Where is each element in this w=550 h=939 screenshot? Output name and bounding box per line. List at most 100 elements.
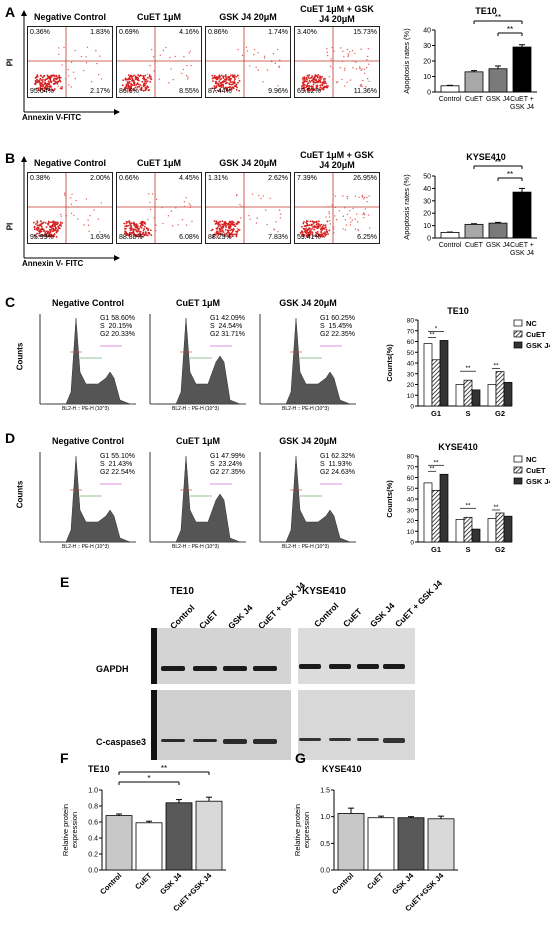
event-dot [70, 197, 72, 199]
event-dot [278, 66, 280, 69]
event-dot [316, 233, 319, 235]
event-dot [132, 222, 135, 225]
event-dot [60, 221, 63, 224]
event-dot [218, 221, 220, 224]
event-dot [308, 235, 310, 237]
panel-a-ylabel: PI [5, 58, 15, 67]
category-label: G1 [431, 409, 441, 418]
event-dot [222, 75, 225, 78]
event-dot [152, 56, 155, 58]
flow-plot-title: CuET 1μM [136, 12, 181, 22]
event-dot [315, 86, 318, 89]
event-dot [57, 85, 59, 87]
event-dot [135, 226, 138, 229]
event-dot [308, 227, 311, 230]
event-dot [42, 228, 45, 231]
event-dot [183, 201, 186, 203]
event-dot [222, 81, 225, 83]
event-dot [366, 58, 368, 61]
event-dot [49, 233, 52, 236]
event-dot [147, 231, 150, 234]
event-dot [147, 86, 150, 89]
histogram-svg [39, 314, 136, 405]
quadrant-percent-ul: 0.36% [30, 29, 50, 36]
hist-xlabel: BL2-H :: PE-H (10^3) [282, 544, 330, 550]
event-dot [235, 230, 237, 233]
y-tick-label: 0.6 [88, 820, 98, 827]
event-dot [256, 217, 258, 219]
event-dot [135, 76, 138, 79]
y-tick-label: 80 [407, 318, 415, 325]
flow-scatter [206, 27, 290, 97]
event-dot [143, 233, 146, 236]
flow-scatter [28, 27, 112, 97]
event-dot [303, 86, 305, 88]
event-dot [70, 86, 72, 88]
y-tick-label: 0 [410, 404, 414, 411]
bar [427, 818, 455, 871]
event-dot [316, 87, 319, 90]
event-dot [312, 86, 314, 88]
event-dot [148, 74, 151, 76]
event-dot [343, 69, 346, 71]
quadrant-percent-ul: 0.38% [30, 175, 50, 182]
phase-percent-g2: G2 24.63% [319, 469, 355, 476]
phase-percent-s: S 24.54% [209, 323, 243, 330]
event-dot [300, 225, 303, 228]
event-dot [217, 225, 220, 228]
phase-percent-g2: G2 20.33% [99, 331, 135, 338]
event-dot [53, 79, 55, 82]
event-dot [55, 229, 58, 232]
bar [471, 528, 481, 543]
event-dot [351, 50, 354, 52]
y-axis-label: Relative proteinexpression [61, 804, 79, 856]
event-dot [352, 60, 354, 62]
event-dot [312, 226, 314, 229]
event-dot [342, 215, 345, 217]
event-dot [134, 86, 137, 89]
y-tick-label: 50 [407, 486, 415, 493]
event-dot [144, 74, 147, 77]
event-dot [39, 77, 42, 80]
event-dot [37, 228, 40, 230]
y-tick-label: 30 [407, 507, 415, 514]
event-dot [302, 235, 305, 238]
event-dot [327, 233, 329, 235]
event-dot [352, 67, 354, 69]
event-dot [311, 88, 313, 91]
event-dot [354, 195, 357, 197]
event-dot [225, 232, 228, 235]
category-line: GSK J4 [510, 104, 534, 111]
event-dot [229, 79, 232, 82]
event-dot [70, 212, 73, 214]
event-dot [124, 77, 127, 80]
event-dot [305, 80, 308, 83]
event-dot [277, 231, 279, 233]
y-tick-label: 0.0 [88, 868, 98, 875]
event-dot [144, 87, 147, 90]
chart-title: TE10 [475, 6, 497, 16]
event-dot [47, 235, 50, 238]
event-dot [83, 224, 85, 226]
event-dot [96, 62, 98, 65]
event-dot [310, 79, 313, 82]
flow-plot-title: GSK J4 20μM [219, 12, 277, 22]
event-dot [185, 197, 187, 199]
y-tick-label: 10 [423, 223, 431, 230]
significance-stars: ** [161, 764, 167, 773]
event-dot [142, 89, 145, 92]
event-dot [36, 224, 39, 227]
event-dot [346, 197, 348, 200]
event-dot [364, 214, 366, 216]
category-label: GSK J4 [486, 96, 510, 103]
event-dot [355, 68, 358, 70]
event-dot [130, 222, 133, 225]
lane-label: CuET + GSK J4 [256, 580, 308, 632]
hist-xlabel: BL2-H :: PE-H (10^3) [62, 406, 110, 412]
dna-histogram [266, 455, 351, 543]
bar [431, 359, 441, 407]
event-dot [230, 83, 233, 86]
event-dot [221, 229, 224, 232]
quadrant-percent-ul: 0.69% [119, 29, 139, 36]
event-dot [237, 77, 240, 79]
